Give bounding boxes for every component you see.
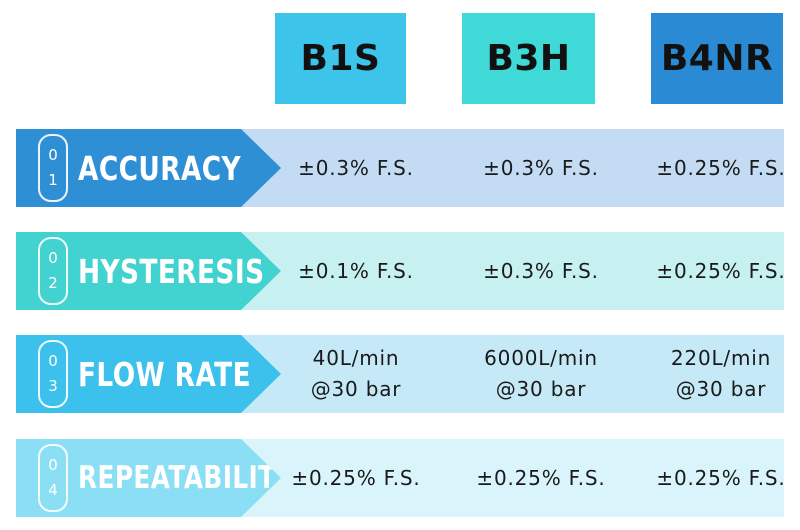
cell-line1: ±0.25% F.S. [656, 155, 786, 180]
cell-b1s: 40L/min @30 bar [266, 335, 446, 413]
cell-line1: 40L/min [312, 346, 400, 370]
cell-line1: 6000L/min [484, 346, 598, 370]
cell-b1s: ±0.1% F.S. [266, 232, 446, 310]
row-number-bottom: 2 [48, 274, 58, 292]
column-header-b3h: B3H [462, 13, 595, 104]
row-label: REPEATABILITY [78, 460, 294, 496]
cell-b3h: ±0.3% F.S. [451, 232, 631, 310]
row-label-arrow: 0 2 HYSTERESIS [16, 232, 281, 310]
cell-b4nr: 220L/min @30 bar [626, 335, 800, 413]
cell-b4nr: ±0.25% F.S. [626, 232, 800, 310]
row-number-badge: 0 3 [38, 340, 68, 408]
cell-line1: ±0.3% F.S. [483, 258, 599, 283]
row-number-top: 0 [48, 456, 58, 474]
row-label: HYSTERESIS [78, 251, 265, 291]
column-header-b1s: B1S [275, 13, 406, 104]
column-header-label: B1S [300, 38, 381, 79]
column-header-label: B4NR [660, 38, 774, 79]
row-number-bottom: 1 [48, 171, 58, 189]
cell-line1: ±0.25% F.S. [656, 258, 786, 283]
row-number-top: 0 [48, 352, 58, 370]
row-label-arrow: 0 1 ACCURACY [16, 129, 281, 207]
row-repeatability: 0 4 REPEATABILITY ±0.25% F.S. ±0.25% F.S… [16, 439, 785, 517]
row-number-top: 0 [48, 146, 58, 164]
row-label-arrow: 0 4 REPEATABILITY [16, 439, 294, 517]
cell-line1: ±0.25% F.S. [476, 465, 606, 490]
cell-b3h: 6000L/min @30 bar [451, 335, 631, 413]
cell-b4nr: ±0.25% F.S. [626, 439, 800, 517]
cell-b1s: ±0.3% F.S. [266, 129, 446, 207]
cell-line1: 220L/min [670, 346, 772, 370]
row-accuracy: 0 1 ACCURACY ±0.3% F.S. ±0.3% F.S. ±0.25… [16, 129, 785, 207]
row-label: ACCURACY [78, 148, 242, 188]
row-number-top: 0 [48, 249, 58, 267]
cell-b3h: ±0.25% F.S. [451, 439, 631, 517]
cell-line2: @30 bar [675, 377, 767, 401]
cell-b3h: ±0.3% F.S. [451, 129, 631, 207]
row-number-bottom: 4 [48, 481, 58, 499]
row-number-bottom: 3 [48, 377, 58, 395]
cell-line2: @30 bar [310, 377, 402, 401]
cell-line1: ±0.25% F.S. [291, 465, 421, 490]
row-flow-rate: 0 3 FLOW RATE 40L/min @30 bar 6000L/min … [16, 335, 784, 413]
row-number-badge: 0 1 [38, 134, 68, 202]
row-label-arrow: 0 3 FLOW RATE [16, 335, 281, 413]
column-header-b4nr: B4NR [651, 13, 783, 104]
row-number-badge: 0 2 [38, 237, 68, 305]
row-hysteresis: 0 2 HYSTERESIS ±0.1% F.S. ±0.3% F.S. ±0.… [16, 232, 785, 310]
cell-b4nr: ±0.25% F.S. [626, 129, 800, 207]
cell-line1: ±0.25% F.S. [656, 465, 786, 490]
cell-line1: ±0.1% F.S. [298, 258, 414, 283]
row-label: FLOW RATE [78, 354, 252, 394]
cell-b1s: ±0.25% F.S. [266, 439, 446, 517]
cell-line2: @30 bar [495, 377, 587, 401]
cell-line1: ±0.3% F.S. [483, 155, 599, 180]
column-header-label: B3H [486, 38, 571, 79]
row-number-badge: 0 4 [38, 444, 68, 512]
cell-line1: ±0.3% F.S. [298, 155, 414, 180]
